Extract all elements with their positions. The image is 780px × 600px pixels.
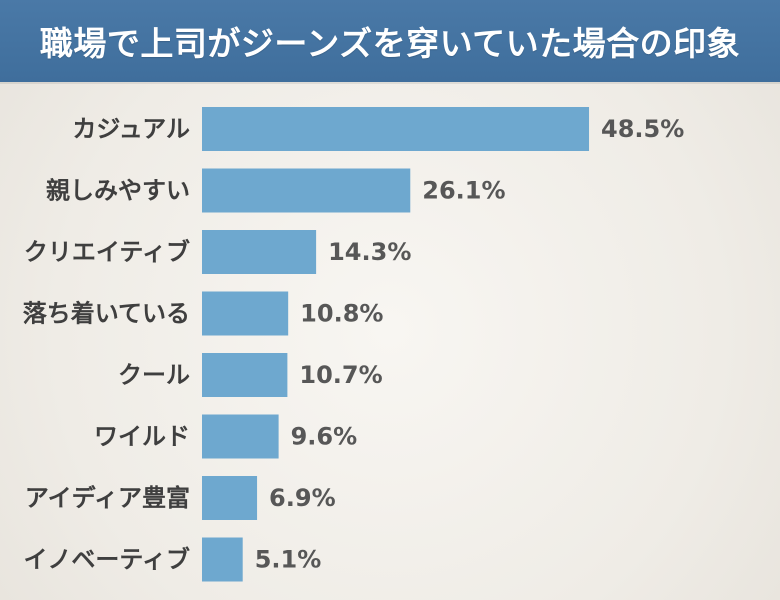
value-label: 9.6%: [291, 423, 358, 451]
category-label: ワイルド: [94, 423, 190, 451]
category-label: 落ち着いている: [23, 300, 190, 328]
category-label: イノベーティブ: [23, 546, 190, 574]
value-label: 5.1%: [255, 546, 322, 574]
bar: [202, 537, 243, 582]
value-label: 14.3%: [328, 238, 411, 266]
bar-chart: カジュアル親しみやすいクリエイティブ落ち着いているクールワイルドアイディア豊富イ…: [23, 107, 685, 582]
bar: [202, 291, 289, 336]
bar: [202, 168, 411, 213]
bar: [202, 107, 590, 151]
chart-title: 職場で上司がジーンズを穿いていた場合の印象: [39, 24, 741, 63]
bars: [202, 107, 590, 582]
value-label: 10.8%: [300, 300, 383, 328]
bar: [202, 476, 258, 520]
category-label: 親しみやすい: [46, 177, 190, 205]
value-labels: 48.5% 26.1% 14.3% 10.8% 10.7% 9.6% 6.9% 5.1%: [255, 115, 685, 574]
value-label: 26.1%: [422, 177, 505, 205]
bar: [202, 353, 288, 397]
value-label: 48.5%: [601, 115, 684, 143]
category-label: カジュアル: [72, 115, 190, 143]
value-label: 10.7%: [299, 361, 382, 389]
category-label: クリエイティブ: [24, 238, 190, 266]
category-labels: カジュアル親しみやすいクリエイティブ落ち着いているクールワイルドアイディア豊富イ…: [23, 115, 190, 574]
category-label: クール: [118, 361, 190, 389]
bar: [202, 414, 279, 459]
bar: [202, 230, 317, 274]
category-label: アイディア豊富: [25, 484, 190, 512]
value-label: 6.9%: [269, 484, 336, 512]
title-bar: 職場で上司がジーンズを穿いていた場合の印象: [0, 0, 780, 82]
